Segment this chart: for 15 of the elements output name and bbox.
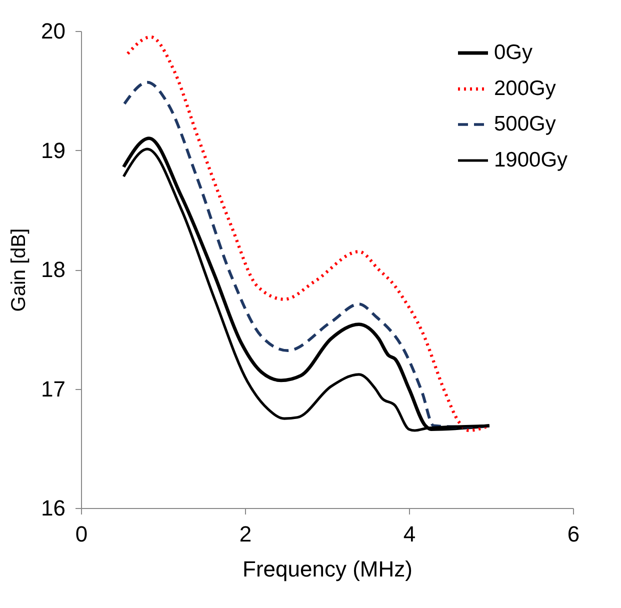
legend-label: 1900Gy [494,148,568,172]
x-tick-label: 2 [239,522,252,546]
y-axis-title: Gain [dB] [8,228,30,312]
y-tick-label: 16 [41,496,66,520]
x-tick-label: 0 [75,522,88,546]
x-tick-label: 6 [567,522,580,546]
legend-label: 0Gy [494,41,534,64]
legend-label: 500Gy [494,112,556,136]
x-axis-title: Frequency (MHz) [242,556,412,582]
y-tick-label: 17 [41,376,66,402]
x-tick-label: 4 [403,522,416,546]
legend-label: 200Gy [494,77,556,100]
y-tick-label: 20 [41,18,66,44]
y-tick-label: 19 [41,138,66,163]
y-tick-label: 18 [41,257,66,282]
